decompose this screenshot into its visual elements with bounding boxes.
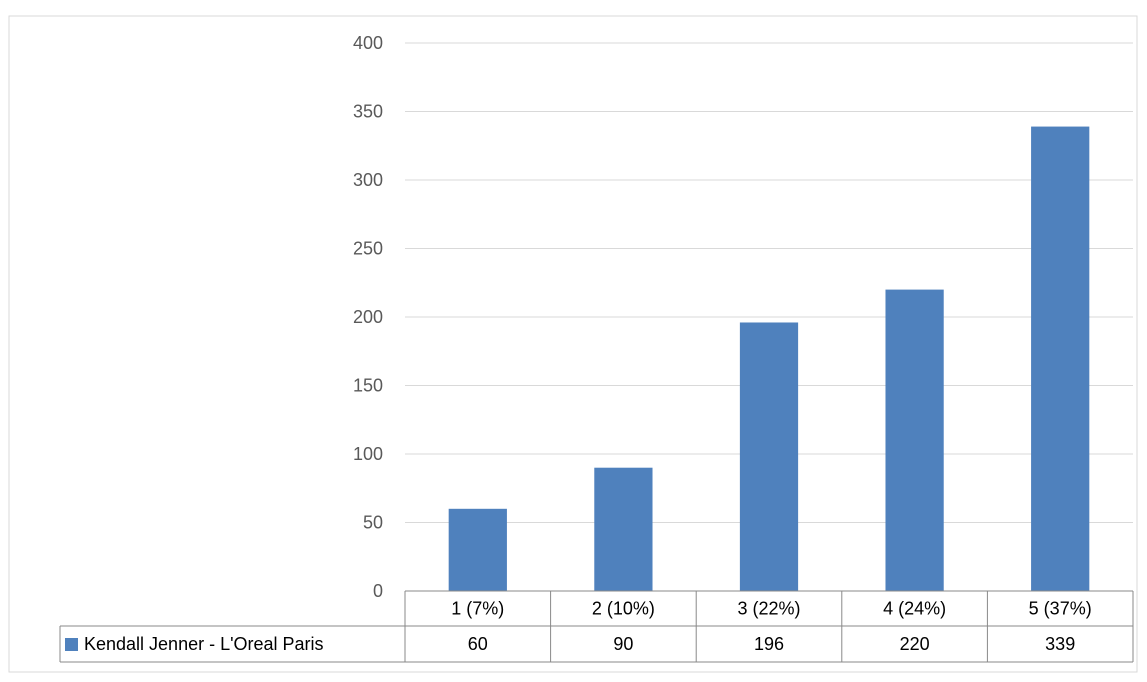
x-tick-label: 2 (10%): [592, 599, 655, 619]
bar: [739, 322, 799, 591]
data-table-value: 339: [1045, 634, 1075, 654]
y-tick-label: 350: [353, 102, 383, 122]
x-tick-label: 3 (22%): [737, 599, 800, 619]
x-tick-label: 1 (7%): [451, 599, 504, 619]
y-tick-label: 200: [353, 307, 383, 327]
bars: [448, 126, 1090, 591]
bar: [1031, 126, 1090, 591]
data-table-value: 60: [468, 634, 488, 654]
bar: [448, 508, 507, 591]
x-tick-label: 4 (24%): [883, 599, 946, 619]
y-tick-label: 400: [353, 33, 383, 53]
y-tick-label: 100: [353, 444, 383, 464]
bar: [594, 467, 653, 591]
legend-swatch: [65, 638, 78, 651]
y-axis: 0 50 100 150 200 250 300 350 400: [353, 33, 383, 601]
data-table-value: 90: [613, 634, 633, 654]
y-tick-label: 50: [363, 513, 383, 533]
y-tick-label: 0: [373, 581, 383, 601]
x-tick-label: 5 (37%): [1029, 599, 1092, 619]
data-table-value: 220: [900, 634, 930, 654]
y-tick-label: 300: [353, 170, 383, 190]
data-table: 1 (7%) 2 (10%) 3 (22%) 4 (24%) 5 (37%) Kendal…: [59, 590, 1134, 663]
y-tick-label: 250: [353, 239, 383, 259]
y-tick-label: 150: [353, 376, 383, 396]
chart-border: [8, 15, 1138, 673]
legend-label: Kendall Jenner - L'Oreal Paris: [84, 634, 324, 654]
data-table-value: 196: [754, 634, 784, 654]
bar: [885, 289, 944, 591]
